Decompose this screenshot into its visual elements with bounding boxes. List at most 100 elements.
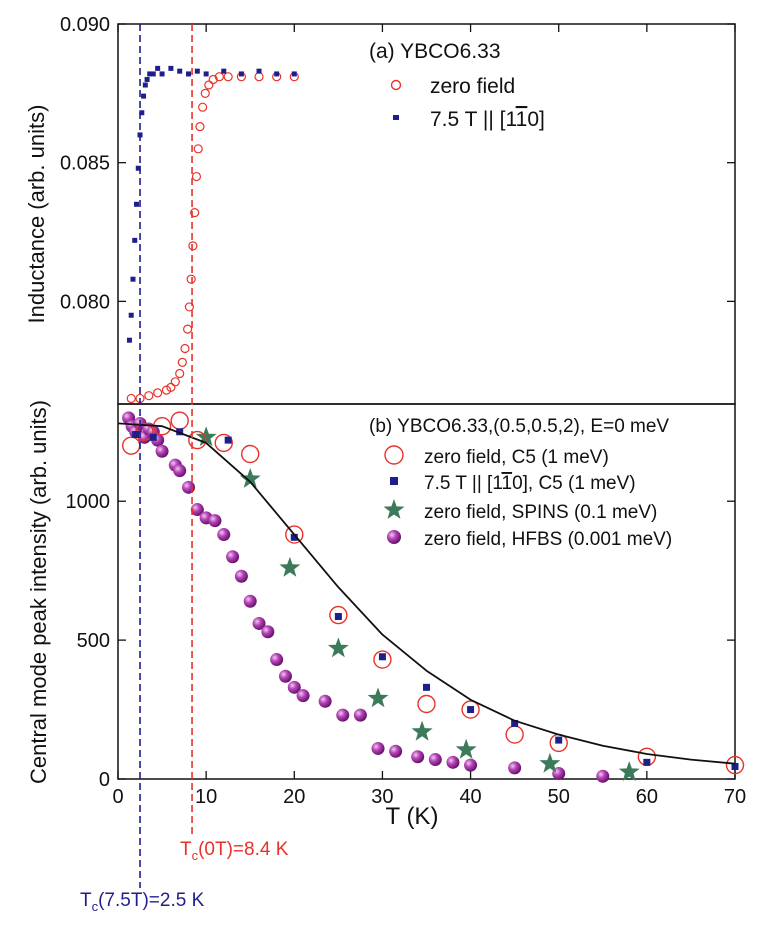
panel-b-point-hfbs bbox=[226, 550, 240, 564]
panel-b-point-spins bbox=[411, 720, 433, 741]
panel-a-point-field bbox=[132, 237, 138, 243]
panel-b-point-c5-zero bbox=[725, 755, 745, 775]
panel-a-point-field bbox=[144, 76, 150, 82]
panel-a-point-zero-field bbox=[190, 208, 200, 218]
panel-a-point-field bbox=[147, 71, 153, 77]
panel-b-point-c5-zero bbox=[373, 650, 392, 669]
panel-a-point-field bbox=[155, 65, 161, 71]
panel-a-point-field bbox=[126, 337, 132, 343]
panel-a-point-zero-field bbox=[198, 102, 208, 112]
panel-a-point-field bbox=[238, 71, 244, 77]
panel-a-point-zero-field bbox=[208, 74, 218, 85]
panel-a-point-field bbox=[130, 276, 136, 282]
panel-b-point-hfbs bbox=[353, 708, 367, 722]
legend-b-marker-spins bbox=[383, 499, 405, 519]
legend-b-label-hfbs: zero field, HFBS (0.001 meV) bbox=[424, 529, 672, 550]
panel-a-point-field bbox=[142, 82, 148, 88]
panel-a-point-field bbox=[139, 110, 145, 116]
panel-b-point-c5-field bbox=[555, 736, 563, 744]
panel-b-point-c5-field bbox=[511, 719, 519, 727]
panel-b-point-spins bbox=[367, 687, 389, 708]
panel-b-point-c5-field bbox=[378, 653, 386, 661]
panel-b-point-c5-field bbox=[731, 763, 739, 770]
legend-b-marker-hfbs bbox=[387, 530, 401, 544]
panel-b-point-hfbs bbox=[208, 514, 222, 528]
panel-b-point-hfbs bbox=[261, 625, 275, 639]
legend-b-label-spins: zero field, SPINS (0.1 meV) bbox=[424, 502, 657, 523]
panel-a-point-field bbox=[168, 65, 174, 71]
panel-b-xtick-label: 30 bbox=[371, 786, 393, 808]
panel-a-title: (a) YBCO6.33 bbox=[369, 40, 501, 63]
panel-b-point-c5-field bbox=[132, 431, 140, 439]
panel-a-point-field bbox=[141, 93, 147, 99]
panel-b-point-c5-zero bbox=[188, 430, 207, 450]
panel-b-point-hfbs bbox=[287, 680, 301, 694]
panel-a-point-zero-field bbox=[183, 324, 193, 334]
panel-b-point-spins bbox=[195, 426, 217, 447]
panel-a-point-zero-field bbox=[170, 377, 180, 387]
panel-b-point-hfbs bbox=[371, 741, 385, 755]
legend-a-label-zero-field: zero field bbox=[430, 75, 515, 98]
legend-b-marker-c5-field bbox=[390, 477, 398, 485]
panel-b-point-c5-zero bbox=[214, 433, 233, 453]
panel-a-point-zero-field bbox=[195, 122, 205, 132]
panel-a-point-field bbox=[221, 68, 227, 74]
panel-b-point-hfbs bbox=[173, 464, 187, 478]
panel-b-point-hfbs bbox=[278, 669, 292, 683]
panel-b-xtick-label: 70 bbox=[724, 786, 746, 808]
panel-a-point-zero-field bbox=[188, 241, 198, 251]
panel-b-xlabel: T (K) bbox=[386, 803, 439, 830]
panel-b-xtick-label: 40 bbox=[459, 786, 481, 808]
panel-b-point-c5-zero bbox=[329, 605, 348, 625]
panel-b-point-c5-zero bbox=[170, 411, 189, 430]
panel-b-point-hfbs bbox=[318, 694, 332, 708]
legend-a-marker-zero-field bbox=[390, 79, 402, 91]
panel-b-point-c5-zero bbox=[285, 525, 304, 544]
panel-a-point-zero-field bbox=[180, 343, 190, 354]
panel-b-point-hfbs bbox=[508, 761, 522, 775]
panel-b-point-hfbs bbox=[252, 616, 266, 630]
panel-a-point-zero-field bbox=[126, 393, 136, 404]
panel-a-point-zero-field bbox=[186, 274, 196, 284]
legend-a-label-field: 7.5 T || [110] bbox=[430, 108, 545, 131]
panel-b-point-hfbs bbox=[217, 528, 231, 542]
panel-a-point-field bbox=[150, 71, 156, 77]
panel-b-point-hfbs bbox=[464, 758, 478, 772]
panel-b-point-hfbs bbox=[182, 480, 196, 494]
panel-b-xtick-label: 50 bbox=[548, 786, 570, 808]
panel-b-point-spins bbox=[618, 761, 640, 781]
panel-a-ytick-label: 0.085 bbox=[60, 153, 110, 175]
panel-a-point-field bbox=[256, 68, 262, 74]
panel-b-marks bbox=[122, 411, 745, 783]
panel-a-point-field bbox=[159, 71, 165, 77]
panel-b-point-hfbs bbox=[389, 744, 403, 758]
panel-b-point-c5-zero bbox=[122, 436, 141, 455]
panel-a-ytick-label: 0.080 bbox=[60, 291, 110, 313]
panel-b-xtick-label: 10 bbox=[195, 786, 217, 808]
panel-a-point-zero-field bbox=[223, 72, 233, 82]
panel-b-point-c5-field bbox=[334, 613, 342, 620]
panel-b-xtick-label: 0 bbox=[112, 786, 123, 808]
panel-b-point-c5-field bbox=[467, 706, 475, 714]
panel-a-point-zero-field bbox=[153, 388, 163, 398]
panel-b-title: (b) YBCO6.33,(0.5,0.5,2), E=0 meV bbox=[369, 416, 669, 437]
panel-b-point-c5-field bbox=[176, 428, 184, 436]
panel-b-point-spins bbox=[539, 752, 561, 773]
panel-b-point-c5-field bbox=[149, 433, 157, 441]
panel-a-point-field bbox=[274, 71, 280, 77]
legend-b-marker-c5-zero bbox=[384, 445, 404, 465]
panel-a-point-field bbox=[186, 71, 192, 77]
panel-b-ticks: 0 500 1000 0 10 20 30 40 50 60 70 bbox=[66, 491, 747, 808]
panel-b-legend: zero field, C5 (1 meV) 7.5 T || [110], C… bbox=[383, 445, 672, 550]
panel-b-ytick-label: 500 bbox=[77, 630, 110, 652]
panel-b-point-hfbs bbox=[190, 503, 204, 517]
panel-b-point-c5-zero bbox=[461, 700, 480, 719]
panel-b-xtick-label: 60 bbox=[636, 786, 658, 808]
panel-b-point-c5-field bbox=[224, 436, 232, 444]
panel-b-ytick-label: 0 bbox=[99, 769, 110, 791]
panel-b-point-hfbs bbox=[270, 653, 284, 667]
panel-a-point-field bbox=[128, 312, 134, 318]
panel-b-point-c5-zero bbox=[417, 694, 436, 714]
panel-b-point-c5-zero bbox=[241, 444, 260, 464]
panel-b-fit bbox=[117, 422, 736, 765]
